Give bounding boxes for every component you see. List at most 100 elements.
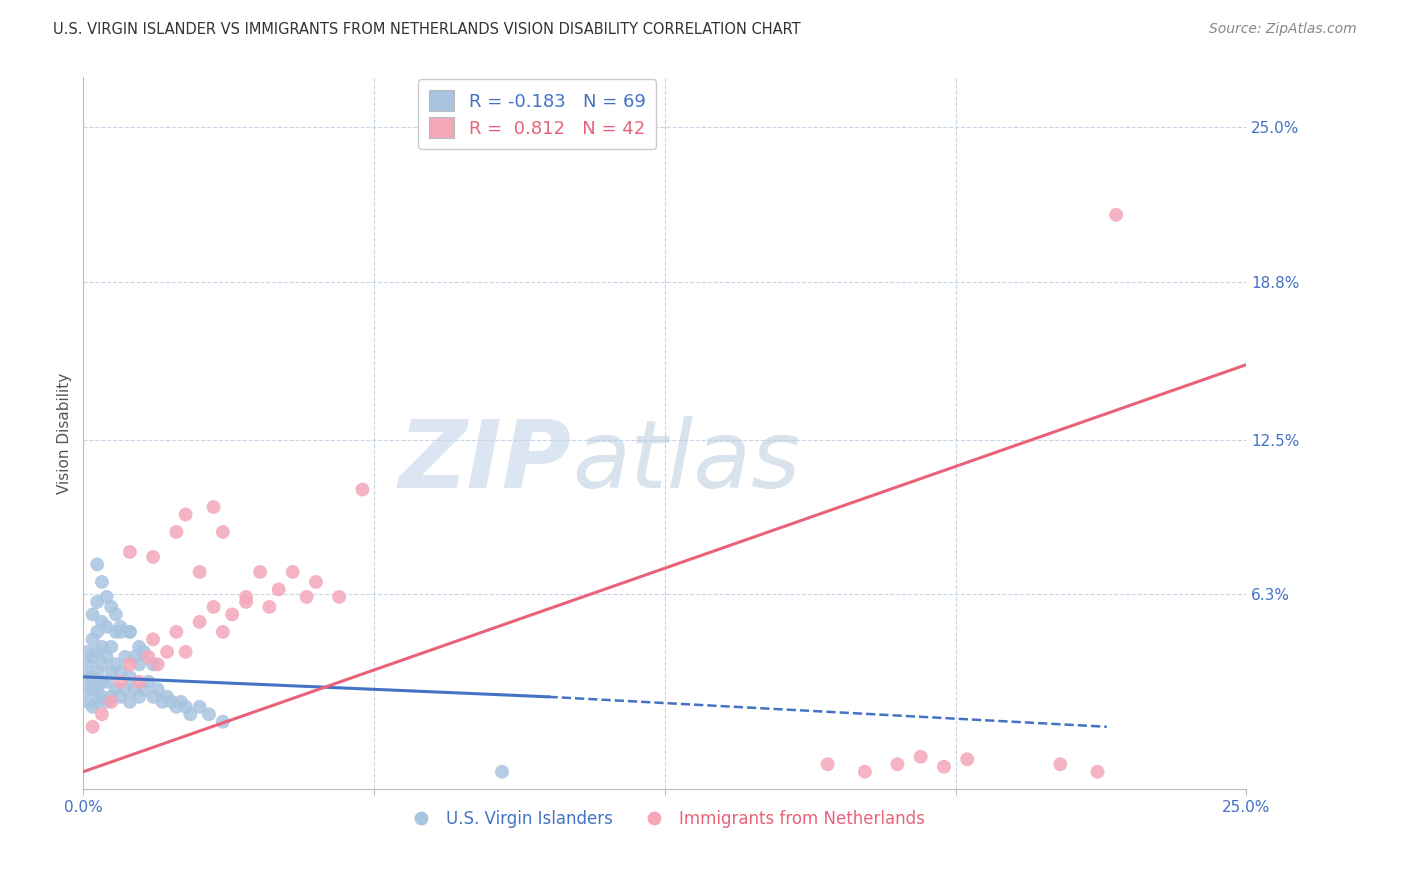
Point <box>352 483 374 497</box>
Point <box>118 624 141 639</box>
Point <box>188 565 211 579</box>
Point <box>1087 764 1109 779</box>
Point <box>212 714 235 729</box>
Point <box>142 549 165 564</box>
Point <box>96 695 118 709</box>
Point <box>100 665 122 679</box>
Point <box>817 757 839 772</box>
Point <box>110 620 132 634</box>
Point <box>77 645 100 659</box>
Point <box>281 565 304 579</box>
Point <box>249 565 271 579</box>
Point <box>295 590 318 604</box>
Point <box>86 665 108 679</box>
Point <box>156 645 179 659</box>
Point <box>96 590 118 604</box>
Point <box>188 615 211 629</box>
Point <box>174 645 197 659</box>
Point <box>132 645 155 659</box>
Point <box>90 690 112 704</box>
Point <box>100 690 122 704</box>
Point <box>156 690 179 704</box>
Point <box>86 682 108 697</box>
Point <box>82 607 104 622</box>
Point <box>146 682 169 697</box>
Point <box>128 640 150 654</box>
Point <box>100 640 122 654</box>
Point <box>124 682 146 697</box>
Point <box>1049 757 1071 772</box>
Point <box>160 695 183 709</box>
Text: ZIP: ZIP <box>399 416 572 508</box>
Point <box>82 720 104 734</box>
Legend: U.S. Virgin Islanders, Immigrants from Netherlands: U.S. Virgin Islanders, Immigrants from N… <box>398 803 932 834</box>
Point <box>118 624 141 639</box>
Point <box>100 599 122 614</box>
Point <box>165 624 187 639</box>
Point <box>146 657 169 672</box>
Point <box>932 760 955 774</box>
Point <box>138 649 160 664</box>
Point <box>104 682 127 697</box>
Point <box>110 690 132 704</box>
Point <box>235 590 257 604</box>
Point <box>212 524 235 539</box>
Point <box>202 599 225 614</box>
Point <box>90 574 112 589</box>
Point <box>174 699 197 714</box>
Point <box>118 670 141 684</box>
Point <box>165 524 187 539</box>
Point <box>90 707 112 722</box>
Point <box>142 690 165 704</box>
Point <box>910 749 932 764</box>
Point <box>96 674 118 689</box>
Point <box>104 607 127 622</box>
Point <box>150 695 173 709</box>
Point <box>202 500 225 514</box>
Point <box>77 695 100 709</box>
Text: atlas: atlas <box>572 417 800 508</box>
Point <box>267 582 290 597</box>
Y-axis label: Vision Disability: Vision Disability <box>58 373 72 494</box>
Point <box>110 624 132 639</box>
Point <box>96 620 118 634</box>
Point <box>118 657 141 672</box>
Point <box>114 682 136 697</box>
Point <box>77 657 100 672</box>
Point <box>86 624 108 639</box>
Point <box>886 757 908 772</box>
Point <box>90 640 112 654</box>
Point <box>305 574 328 589</box>
Point <box>235 595 257 609</box>
Text: U.S. VIRGIN ISLANDER VS IMMIGRANTS FROM NETHERLANDS VISION DISABILITY CORRELATIO: U.S. VIRGIN ISLANDER VS IMMIGRANTS FROM … <box>53 22 801 37</box>
Point <box>142 632 165 647</box>
Point <box>118 545 141 559</box>
Point <box>82 649 104 664</box>
Point <box>82 699 104 714</box>
Point <box>114 649 136 664</box>
Point <box>956 752 979 766</box>
Point <box>82 682 104 697</box>
Point <box>142 657 165 672</box>
Point <box>100 695 122 709</box>
Point <box>86 645 108 659</box>
Point <box>104 624 127 639</box>
Point <box>110 665 132 679</box>
Point <box>77 682 100 697</box>
Point <box>86 595 108 609</box>
Point <box>165 699 187 714</box>
Point <box>90 657 112 672</box>
Point <box>90 615 112 629</box>
Text: Source: ZipAtlas.com: Source: ZipAtlas.com <box>1209 22 1357 37</box>
Point <box>110 674 132 689</box>
Point <box>82 632 104 647</box>
Point <box>132 682 155 697</box>
Point <box>188 699 211 714</box>
Point <box>170 695 193 709</box>
Point <box>1105 208 1128 222</box>
Point <box>212 624 235 639</box>
Point <box>221 607 243 622</box>
Point <box>90 674 112 689</box>
Point <box>328 590 350 604</box>
Point <box>179 707 201 722</box>
